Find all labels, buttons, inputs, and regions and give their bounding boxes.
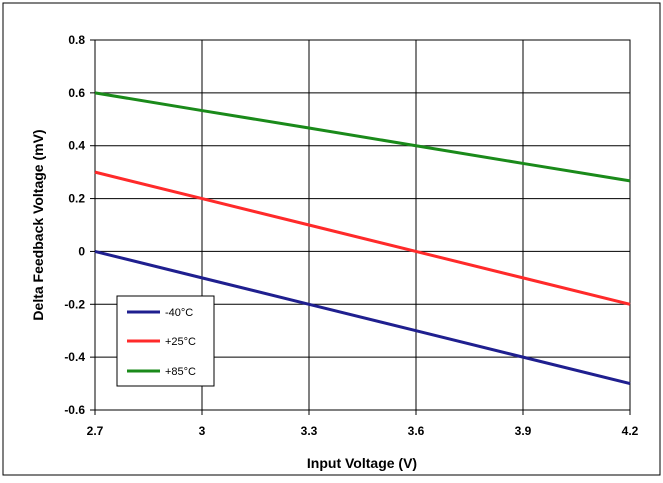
x-axis-ticks: 2.7 3 3.3 3.6 3.9 4.2 — [87, 410, 639, 438]
series-line-2 — [94, 91, 631, 183]
y-tick-label: 0 — [78, 244, 85, 258]
x-tick-label: 3.9 — [515, 424, 532, 438]
x-tick-label: 3 — [199, 424, 206, 438]
legend-label-plus85: +85°C — [165, 366, 196, 378]
y-tick-label: -0.6 — [64, 403, 85, 417]
x-axis-title: Input Voltage (V) — [307, 455, 417, 471]
plot-area — [94, 39, 631, 411]
legend-label-plus25: +25°C — [165, 336, 196, 348]
x-tick-label: 4.2 — [622, 424, 639, 438]
y-tick-label: -0.2 — [64, 297, 85, 311]
x-tick-label: 3.6 — [408, 424, 425, 438]
legend: -40°C +25°C +85°C — [116, 295, 215, 387]
y-tick-label: 0.6 — [68, 86, 85, 100]
x-tick-label: 3.3 — [301, 424, 318, 438]
legend-label-minus40: -40°C — [165, 307, 193, 319]
series-line-0 — [94, 249, 631, 386]
y-tick-label: 0.2 — [68, 192, 85, 206]
y-axis-title: Delta Feedback Voltage (mV) — [30, 129, 46, 320]
y-tick-label: 0.8 — [68, 33, 85, 47]
series-line-1 — [94, 170, 631, 306]
x-tick-label: 2.7 — [87, 424, 104, 438]
y-tick-label: -0.4 — [64, 350, 85, 364]
y-tick-label: 0.4 — [68, 139, 85, 153]
y-axis-ticks: -0.6 -0.4 -0.2 0 0.2 0.4 0.6 0.8 — [64, 33, 95, 417]
series-lines — [94, 91, 631, 386]
